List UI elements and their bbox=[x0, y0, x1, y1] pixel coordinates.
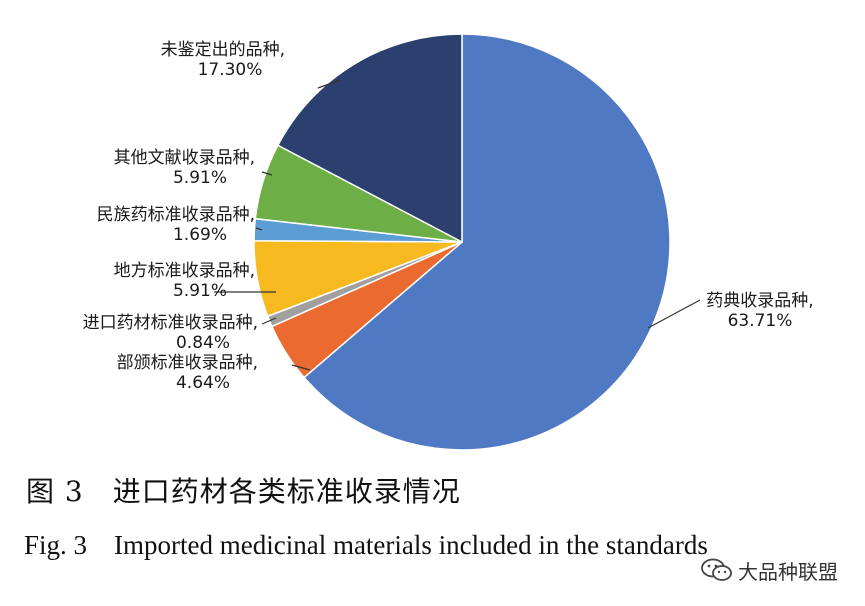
leader-line-4 bbox=[255, 227, 263, 231]
leader-line-1 bbox=[291, 364, 311, 371]
slice-value-3: 5.91% bbox=[173, 281, 227, 301]
pie-slices bbox=[253, 33, 671, 451]
leader-lines bbox=[214, 79, 701, 371]
pie-chart: 药典收录品种,63.71% 部颁标准收录品种,4.64% 进口药材标准收录品种,0.… bbox=[83, 33, 814, 451]
figure-caption-chinese: 图 3 进口药材各类标准收录情况 bbox=[26, 475, 461, 508]
leader-line-5 bbox=[261, 171, 273, 176]
leader-line-0 bbox=[647, 299, 701, 329]
slice-label-2: 进口药材标准收录品种, bbox=[83, 313, 258, 333]
slice-label-3: 地方标准收录品种, bbox=[114, 261, 255, 281]
leader-line-6 bbox=[317, 79, 341, 89]
wechat-icon bbox=[701, 558, 732, 581]
pie-slice-0 bbox=[303, 33, 671, 451]
slice-label-5: 其他文献收录品种, bbox=[114, 148, 255, 168]
slice-value-6: 17.30% bbox=[198, 60, 263, 80]
watermark-text: 大品种联盟 bbox=[738, 559, 838, 584]
slice-value-4: 1.69% bbox=[173, 225, 227, 245]
slice-labels: 药典收录品种,63.71% 部颁标准收录品种,4.64% 进口药材标准收录品种,0.… bbox=[83, 40, 814, 393]
slice-label-4: 民族药标准收录品种, bbox=[97, 205, 255, 225]
slice-value-5: 5.91% bbox=[173, 168, 227, 188]
leader-line-2 bbox=[261, 317, 277, 325]
figure-caption-english: Fig. 3 Imported medicinal materials incl… bbox=[24, 530, 708, 560]
slice-label-1: 部颁标准收录品种, bbox=[117, 353, 258, 373]
slice-value-1: 4.64% bbox=[176, 373, 230, 393]
slice-value-2: 0.84% bbox=[176, 333, 230, 353]
slice-label-6: 未鉴定出的品种, bbox=[161, 40, 285, 60]
watermark: 大品种联盟 bbox=[700, 556, 838, 584]
slice-value-0: 63.71% bbox=[728, 311, 793, 331]
pie-slice-6 bbox=[276, 33, 463, 244]
slice-label-0: 药典收录品种, bbox=[706, 291, 813, 311]
